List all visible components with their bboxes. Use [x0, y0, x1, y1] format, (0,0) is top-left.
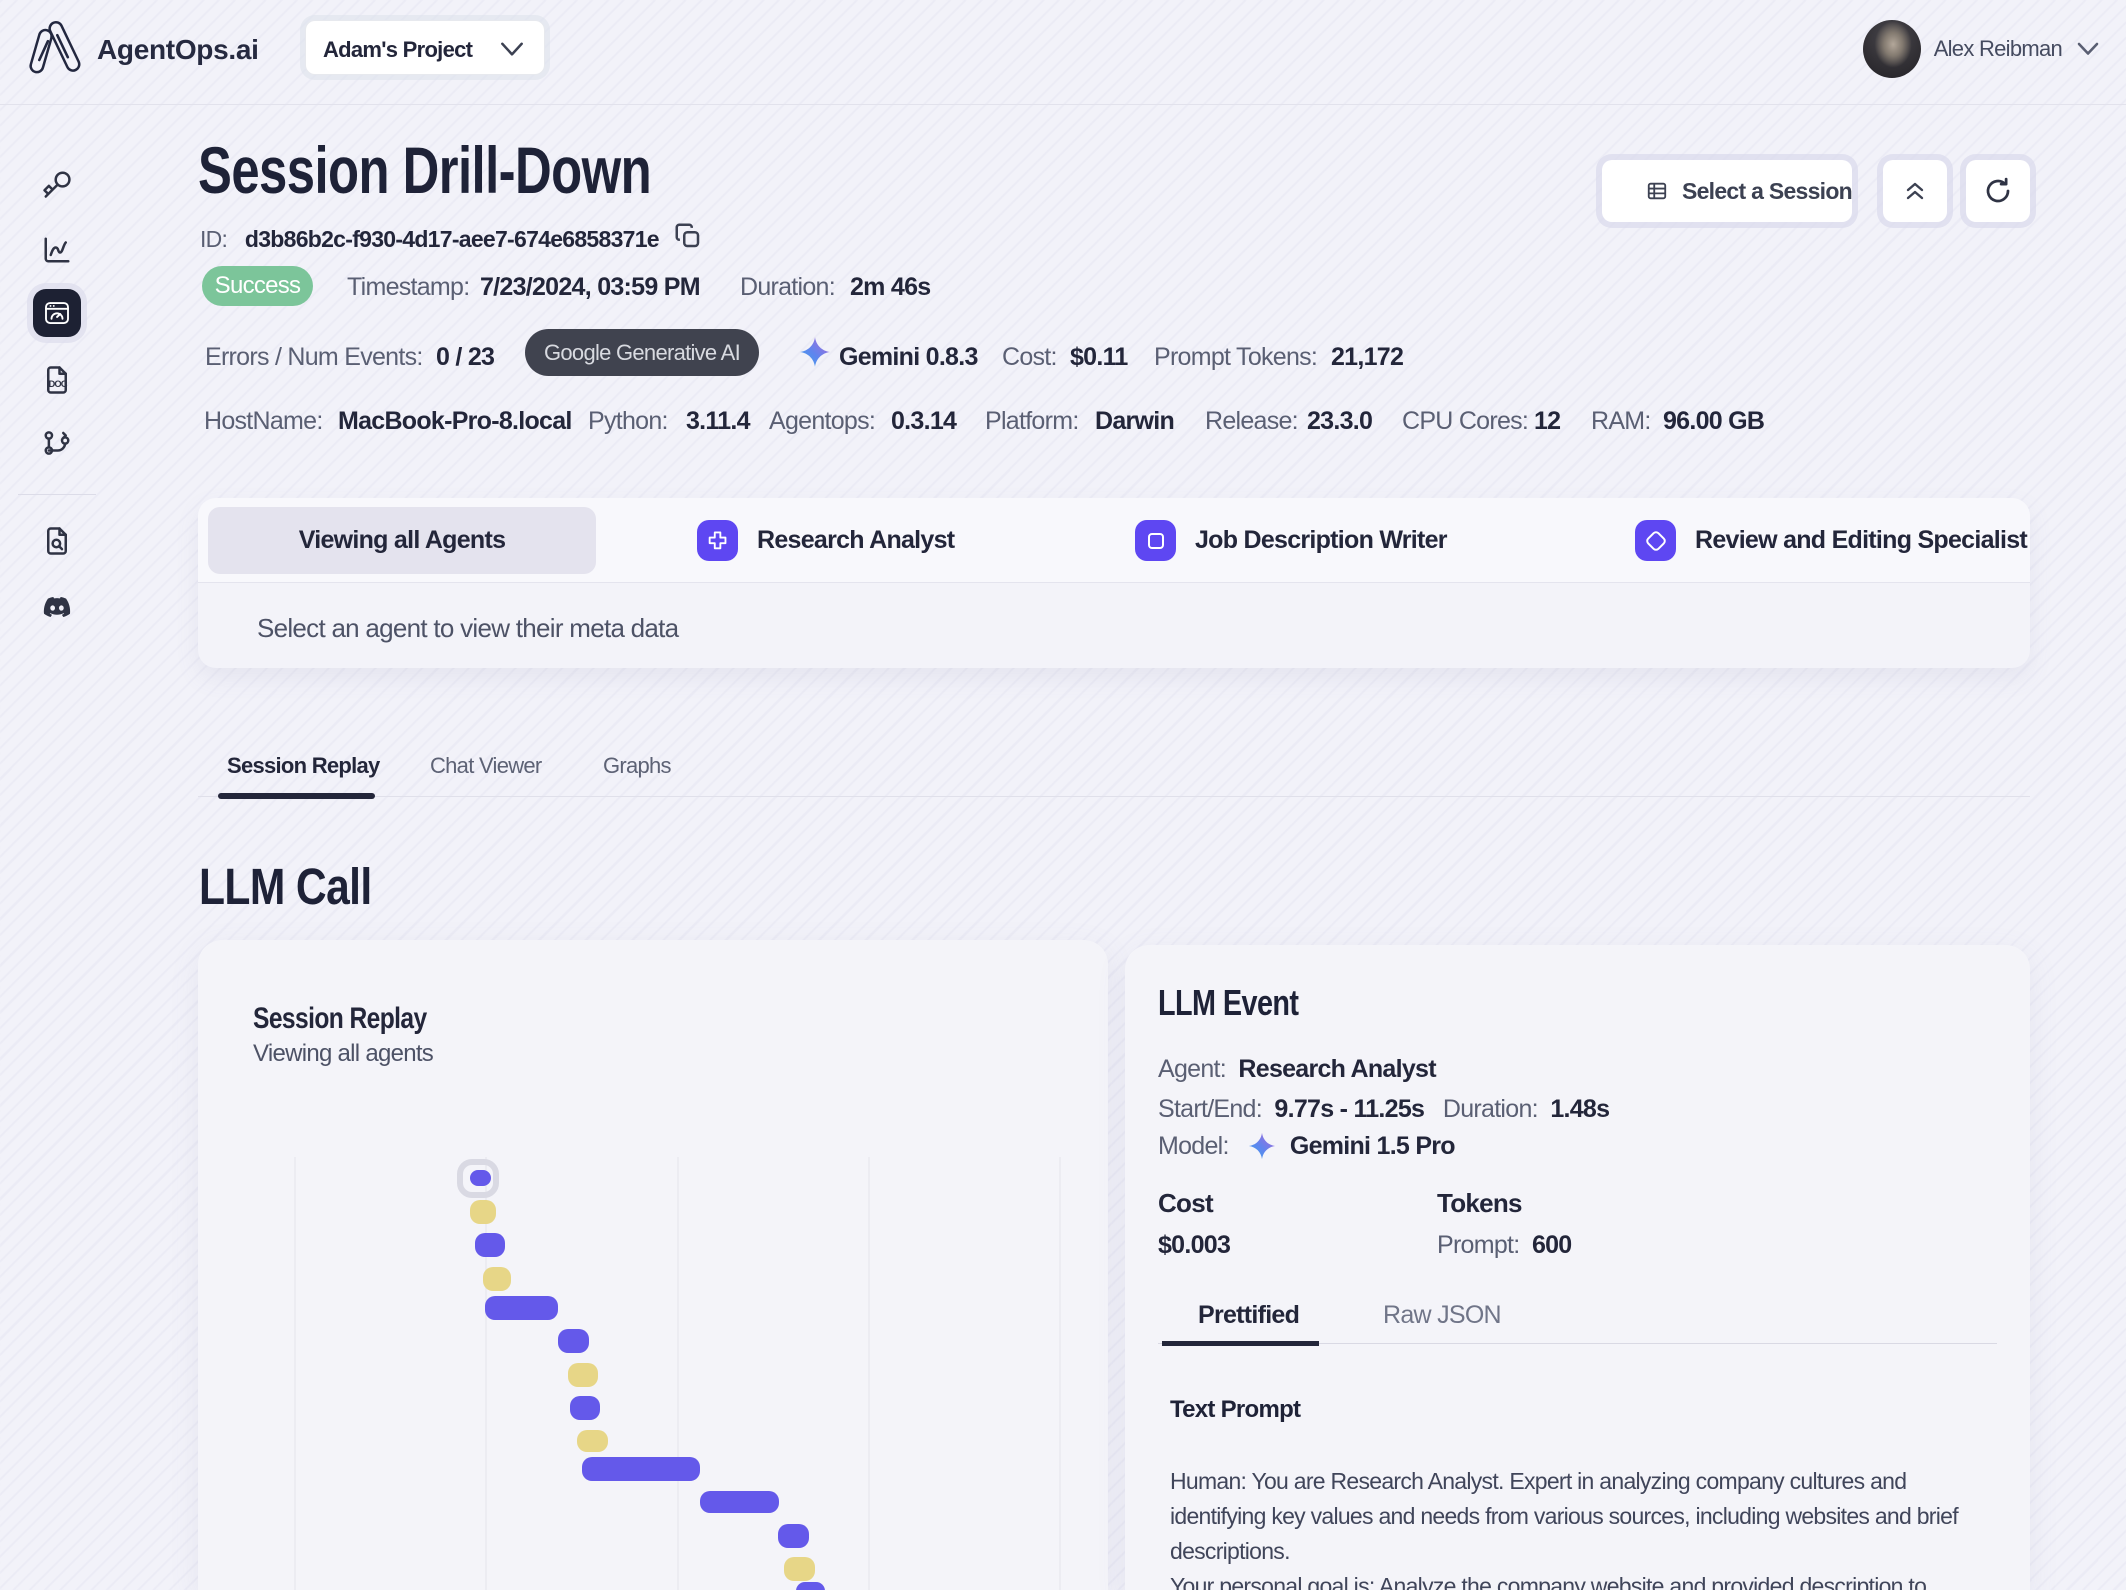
svg-text:DOC: DOC	[49, 379, 68, 389]
